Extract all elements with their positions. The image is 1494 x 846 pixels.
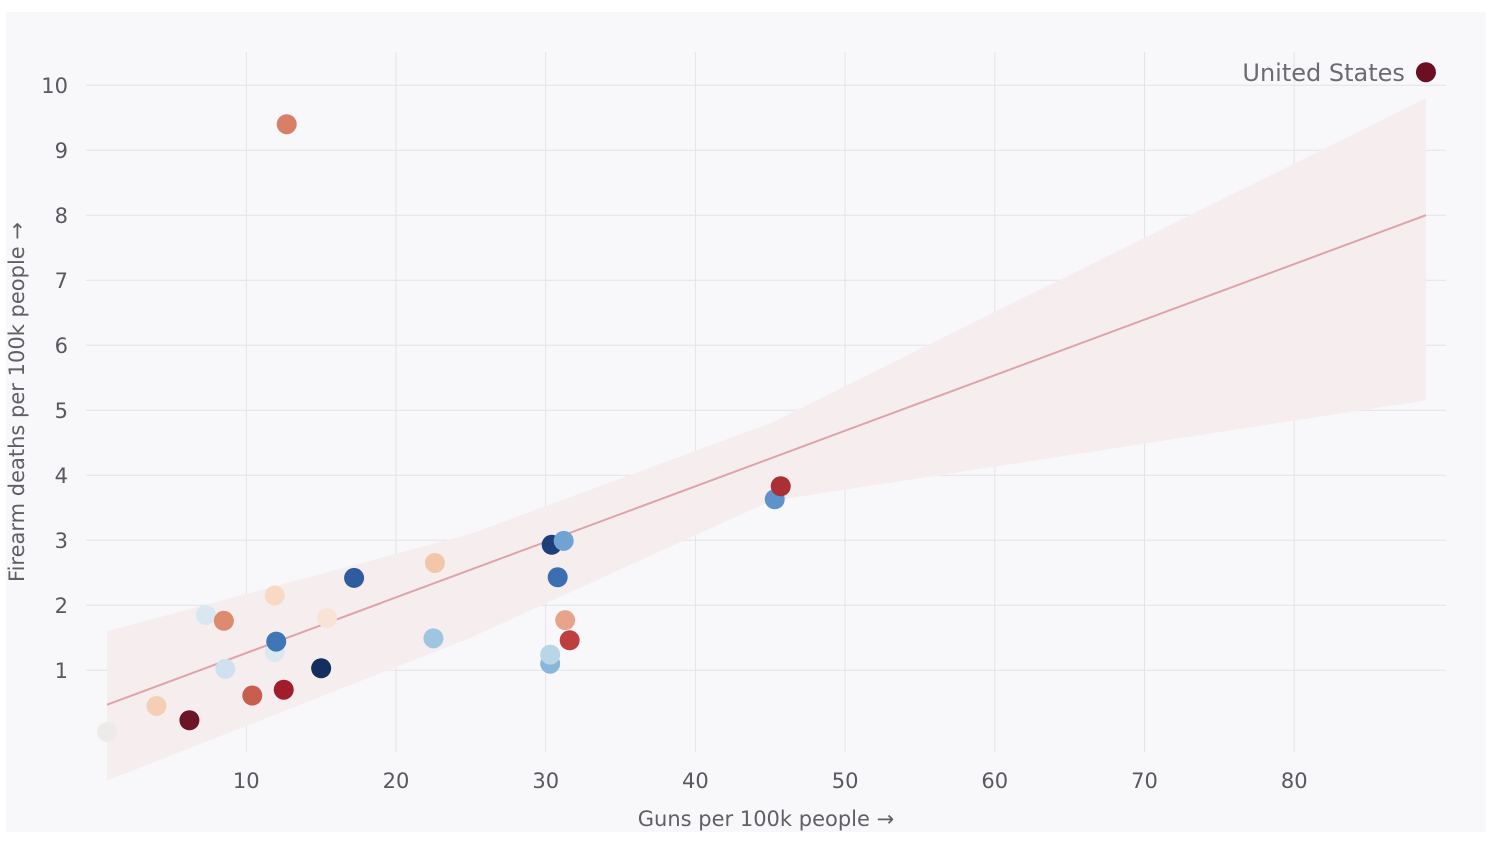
data-point[interactable]: [242, 685, 263, 706]
data-points: United States: [97, 59, 1436, 742]
data-point[interactable]: [424, 552, 445, 573]
y-axis-ticks: 1 2 3 4 5 6 7 8 9 10: [41, 74, 68, 683]
y-axis-title: Firearm deaths per 100k people →: [5, 222, 29, 582]
x-axis-ticks: 10 20 30 40 50 60 70 80: [233, 769, 1308, 793]
data-point[interactable]: [266, 631, 287, 652]
data-point[interactable]: [215, 658, 236, 679]
x-tick-label: 60: [981, 769, 1008, 793]
data-point[interactable]: [97, 721, 118, 742]
y-tick-label: 3: [55, 529, 68, 553]
trend-line: [106, 214, 1427, 706]
data-point[interactable]: [555, 610, 576, 631]
y-tick-label: 7: [55, 269, 68, 293]
data-point[interactable]: [317, 608, 338, 629]
data-point[interactable]: [264, 585, 285, 606]
y-tick-label: 4: [55, 464, 68, 488]
data-point[interactable]: [213, 610, 234, 631]
y-tick-label: 1: [55, 659, 68, 683]
x-tick-label: 10: [233, 769, 260, 793]
x-tick-label: 70: [1131, 769, 1158, 793]
data-point[interactable]: [1415, 62, 1436, 83]
data-point[interactable]: [146, 695, 167, 716]
y-tick-label: 9: [55, 139, 68, 163]
data-point[interactable]: [553, 530, 574, 551]
data-point[interactable]: [559, 630, 580, 651]
x-tick-label: 80: [1281, 769, 1308, 793]
data-point[interactable]: [344, 567, 365, 588]
data-point[interactable]: [273, 679, 294, 700]
x-tick-label: 50: [832, 769, 859, 793]
data-point[interactable]: [770, 476, 791, 497]
y-tick-label: 8: [55, 204, 68, 228]
x-tick-label: 20: [383, 769, 410, 793]
data-point[interactable]: [179, 710, 200, 731]
x-axis-title: Guns per 100k people →: [638, 807, 894, 831]
x-tick-label: 40: [682, 769, 709, 793]
confidence-band: [107, 98, 1426, 781]
data-point[interactable]: [195, 604, 216, 625]
data-point[interactable]: [540, 644, 561, 665]
y-tick-label: 2: [55, 594, 68, 618]
data-point[interactable]: [547, 567, 568, 588]
confidence-band-area: [107, 98, 1426, 781]
point-label: United States: [1242, 59, 1405, 87]
y-tick-label: 6: [55, 334, 68, 358]
data-point[interactable]: [311, 658, 332, 679]
regression-line: [106, 214, 1427, 706]
data-point[interactable]: [423, 628, 444, 649]
data-point[interactable]: [276, 114, 297, 135]
y-tick-label: 10: [41, 74, 68, 98]
y-tick-label: 5: [55, 399, 68, 423]
x-tick-label: 30: [532, 769, 559, 793]
